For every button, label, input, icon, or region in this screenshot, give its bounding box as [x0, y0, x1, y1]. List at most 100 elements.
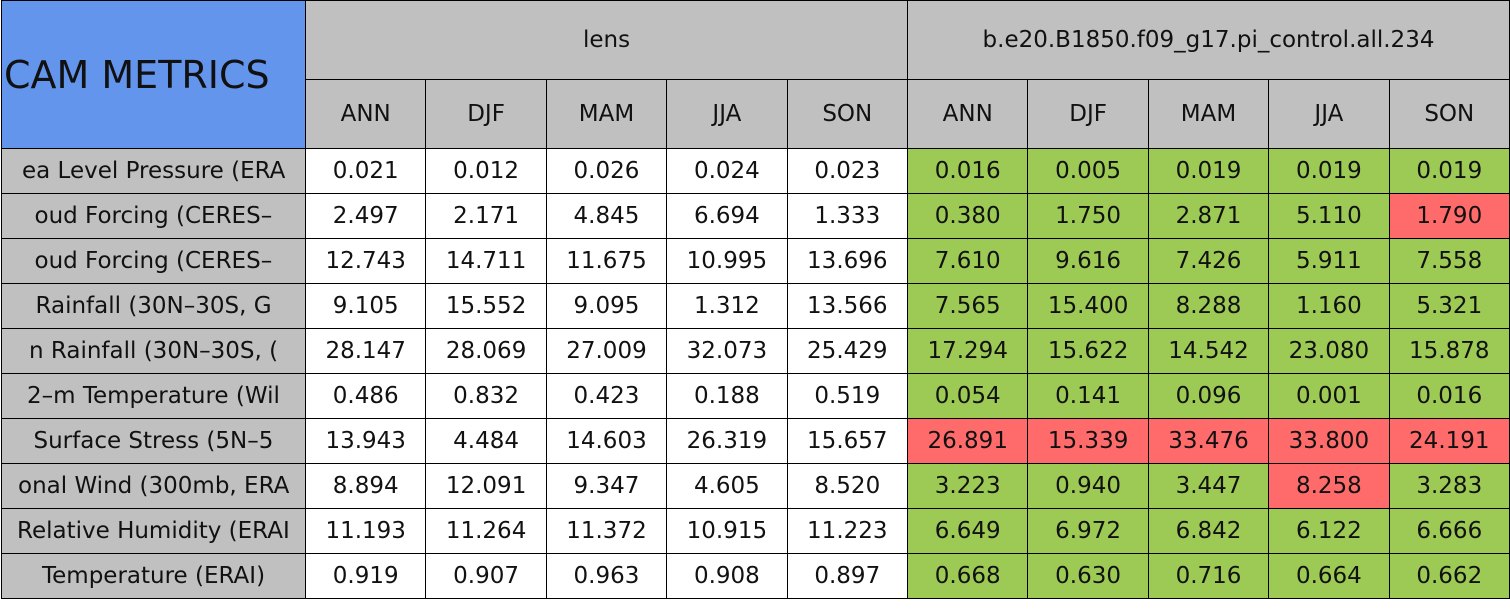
data-row: oud Forcing (CERES– 12.743 14.711 11.675 10.…: [1, 238, 1510, 284]
value-cell: 10.995: [666, 238, 788, 284]
row-label-cell: Rainfall (30N–30S, G: [1, 283, 306, 329]
value-cell: 10.915: [666, 508, 788, 554]
value-cell: 27.009: [545, 328, 668, 374]
header-row: CAM METRICS lens b.e20.B1850.f09_g17.pi_co…: [1, 0, 1510, 149]
value-cell: 15.622: [1027, 328, 1149, 374]
value-cell: 0.016: [1388, 373, 1510, 419]
value-cell: 9.616: [1027, 238, 1149, 284]
data-row: onal Wind (300mb, ERA 8.894 12.091 9.347 4.6…: [1, 463, 1510, 509]
season-header: ANN: [907, 79, 1029, 149]
season-header: MAM: [545, 79, 668, 149]
value-cell: 6.842: [1147, 508, 1270, 554]
value-cell: 26.891: [907, 418, 1029, 464]
value-cell: 25.429: [786, 328, 909, 374]
value-cell: 0.188: [666, 373, 788, 419]
value-cell: 9.347: [545, 463, 668, 509]
season-header: SON: [1388, 79, 1510, 149]
value-cell: 0.021: [304, 148, 427, 194]
value-cell: 11.193: [304, 508, 427, 554]
row-label-cell: 2–m Temperature (Wil: [1, 373, 306, 419]
value-cell: 11.264: [425, 508, 547, 554]
group-header: b.e20.B1850.f09_g17.pi_control.all.234: [907, 0, 1510, 80]
value-cell: 28.147: [304, 328, 427, 374]
value-cell: 5.321: [1388, 283, 1510, 329]
row-label: n Rainfall (30N–30S, (: [29, 338, 279, 364]
value-cell: 8.258: [1268, 463, 1390, 509]
value-cell: 0.012: [425, 148, 547, 194]
value-cell: 0.005: [1027, 148, 1149, 194]
value-cell: 0.096: [1147, 373, 1270, 419]
value-cell: 4.845: [545, 193, 668, 239]
value-cell: 6.694: [666, 193, 788, 239]
season-header: DJF: [1027, 79, 1149, 149]
value-cell: 15.552: [425, 283, 547, 329]
value-cell: 15.400: [1027, 283, 1149, 329]
value-cell: 0.919: [304, 553, 427, 599]
value-cell: 1.160: [1268, 283, 1390, 329]
value-cell: 8.288: [1147, 283, 1270, 329]
data-row: ea Level Pressure (ERA 0.021 0.012 0.026 0.0…: [1, 148, 1510, 194]
row-label: oud Forcing (CERES–: [34, 248, 273, 274]
value-cell: 3.283: [1388, 463, 1510, 509]
value-cell: 0.019: [1268, 148, 1390, 194]
row-label-cell: Relative Humidity (ERAI: [1, 508, 306, 554]
row-label: Surface Stress (5N–5: [33, 428, 274, 454]
row-label: onal Wind (300mb, ERA: [18, 473, 290, 499]
value-cell: 6.972: [1027, 508, 1149, 554]
value-cell: 32.073: [666, 328, 788, 374]
value-cell: 0.662: [1388, 553, 1510, 599]
value-cell: 2.171: [425, 193, 547, 239]
value-cell: 14.542: [1147, 328, 1270, 374]
value-cell: 33.476: [1147, 418, 1270, 464]
season-header: JJA: [666, 79, 788, 149]
row-label: ea Level Pressure (ERA: [22, 158, 286, 184]
metrics-table: CAM METRICS lens b.e20.B1850.f09_g17.pi_co…: [1, 0, 1510, 599]
value-cell: 3.223: [907, 463, 1029, 509]
value-cell: 0.630: [1027, 553, 1149, 599]
data-row: oud Forcing (CERES– 2.497 2.171 4.845 6.694 1…: [1, 193, 1510, 239]
value-cell: 23.080: [1268, 328, 1390, 374]
row-label: Rainfall (30N–30S, G: [35, 293, 272, 319]
value-cell: 8.520: [786, 463, 909, 509]
value-cell: 0.664: [1268, 553, 1390, 599]
value-cell: 28.069: [425, 328, 547, 374]
value-cell: 15.339: [1027, 418, 1149, 464]
row-label-cell: Surface Stress (5N–5: [1, 418, 306, 464]
value-cell: 0.940: [1027, 463, 1149, 509]
value-cell: 0.026: [545, 148, 668, 194]
season-header: SON: [786, 79, 909, 149]
data-row: n Rainfall (30N–30S, ( 28.147 28.069 27.009…: [1, 328, 1510, 374]
value-cell: 24.191: [1388, 418, 1510, 464]
value-cell: 14.603: [545, 418, 668, 464]
row-label-cell: oud Forcing (CERES–: [1, 238, 306, 284]
row-label-cell: ea Level Pressure (ERA: [1, 148, 306, 194]
value-cell: 7.426: [1147, 238, 1270, 284]
value-cell: 0.668: [907, 553, 1029, 599]
value-cell: 11.372: [545, 508, 668, 554]
value-cell: 3.447: [1147, 463, 1270, 509]
value-cell: 8.894: [304, 463, 427, 509]
row-label-cell: Temperature (ERAI): [1, 553, 306, 599]
value-cell: 0.963: [545, 553, 668, 599]
value-cell: 0.907: [425, 553, 547, 599]
value-cell: 11.223: [786, 508, 909, 554]
value-cell: 0.023: [786, 148, 909, 194]
value-cell: 5.911: [1268, 238, 1390, 284]
value-cell: 11.675: [545, 238, 668, 284]
value-cell: 0.832: [425, 373, 547, 419]
data-row: Relative Humidity (ERAI 11.193 11.264 11.37…: [1, 508, 1510, 554]
value-cell: 2.497: [304, 193, 427, 239]
value-cell: 0.024: [666, 148, 788, 194]
row-label: Relative Humidity (ERAI: [17, 518, 290, 544]
value-cell: 12.743: [304, 238, 427, 284]
value-cell: 12.091: [425, 463, 547, 509]
value-cell: 0.054: [907, 373, 1029, 419]
value-cell: 4.605: [666, 463, 788, 509]
value-cell: 26.319: [666, 418, 788, 464]
row-label-cell: onal Wind (300mb, ERA: [1, 463, 306, 509]
value-cell: 1.750: [1027, 193, 1149, 239]
season-header: JJA: [1268, 79, 1390, 149]
value-cell: 4.484: [425, 418, 547, 464]
season-header: ANN: [304, 79, 427, 149]
value-cell: 0.380: [907, 193, 1029, 239]
